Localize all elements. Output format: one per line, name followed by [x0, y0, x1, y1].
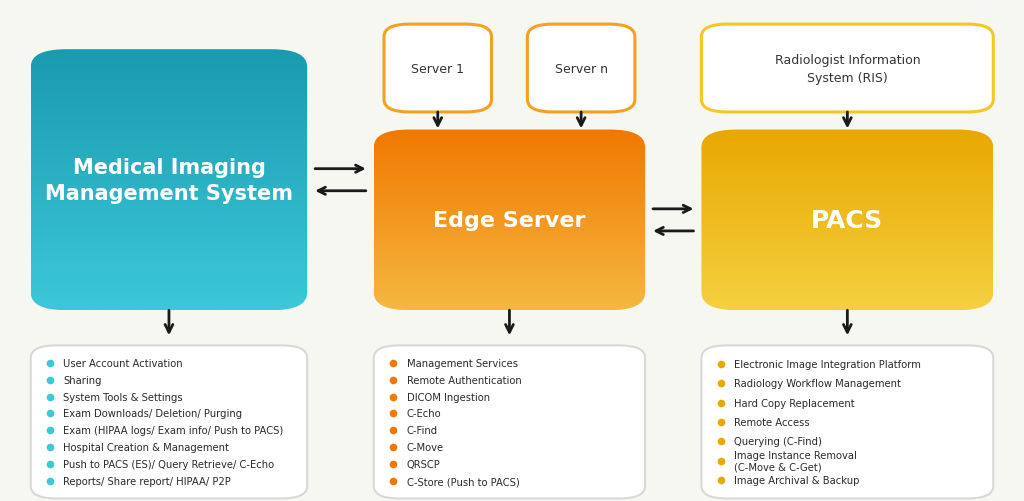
Text: System Tools & Settings: System Tools & Settings	[63, 392, 183, 402]
FancyBboxPatch shape	[384, 25, 492, 113]
Text: Edge Server: Edge Server	[433, 210, 586, 230]
Text: Reports/ Share report/ HIPAA/ P2P: Reports/ Share report/ HIPAA/ P2P	[63, 476, 231, 486]
Text: Medical Imaging
Management System: Medical Imaging Management System	[45, 157, 293, 203]
Text: C-Move: C-Move	[407, 442, 443, 452]
Text: Management Services: Management Services	[407, 358, 517, 368]
Text: Exam Downloads/ Deletion/ Purging: Exam Downloads/ Deletion/ Purging	[63, 409, 243, 419]
FancyBboxPatch shape	[701, 346, 993, 498]
Text: Sharing: Sharing	[63, 375, 102, 385]
Text: Remote Authentication: Remote Authentication	[407, 375, 521, 385]
Text: PACS: PACS	[811, 208, 884, 232]
Text: Image Archival & Backup: Image Archival & Backup	[734, 475, 859, 485]
Text: QRSCP: QRSCP	[407, 459, 440, 469]
Text: Push to PACS (ES)/ Query Retrieve/ C-Echo: Push to PACS (ES)/ Query Retrieve/ C-Ech…	[63, 459, 274, 469]
Text: Radiology Workflow Management: Radiology Workflow Management	[734, 379, 901, 389]
Text: Remote Access: Remote Access	[734, 417, 810, 427]
FancyBboxPatch shape	[31, 346, 307, 498]
Text: User Account Activation: User Account Activation	[63, 358, 183, 368]
FancyBboxPatch shape	[527, 25, 635, 113]
Text: Hard Copy Replacement: Hard Copy Replacement	[734, 398, 855, 408]
FancyBboxPatch shape	[374, 346, 645, 498]
Text: Radiologist Information
System (RIS): Radiologist Information System (RIS)	[774, 54, 921, 84]
Text: Exam (HIPAA logs/ Exam info/ Push to PACS): Exam (HIPAA logs/ Exam info/ Push to PAC…	[63, 425, 284, 435]
Text: Image Instance Removal
(C-Move & C-Get): Image Instance Removal (C-Move & C-Get)	[734, 450, 857, 471]
Text: Server 1: Server 1	[412, 63, 464, 75]
Text: Hospital Creation & Management: Hospital Creation & Management	[63, 442, 229, 452]
Text: Querying (C-Find): Querying (C-Find)	[734, 436, 822, 446]
Text: C-Find: C-Find	[407, 425, 437, 435]
Text: Server n: Server n	[555, 63, 607, 75]
Text: C-Echo: C-Echo	[407, 409, 441, 419]
Text: DICOM Ingestion: DICOM Ingestion	[407, 392, 489, 402]
FancyBboxPatch shape	[701, 25, 993, 113]
Text: C-Store (Push to PACS): C-Store (Push to PACS)	[407, 476, 519, 486]
Text: Electronic Image Integration Platform: Electronic Image Integration Platform	[734, 359, 921, 369]
